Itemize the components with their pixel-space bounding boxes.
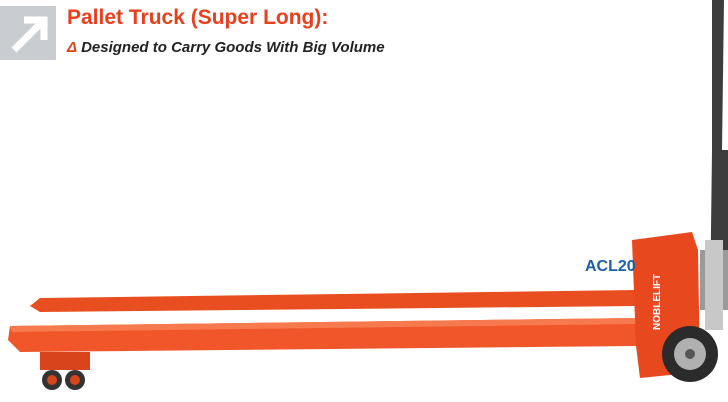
roller-frame bbox=[40, 352, 90, 370]
roller-hub bbox=[47, 375, 57, 385]
subtitle-marker: Δ bbox=[67, 39, 77, 56]
subtitle-text: Designed to Carry Goods With Big Volume bbox=[81, 39, 385, 56]
steer-wheel-axle bbox=[685, 349, 695, 359]
fork-back bbox=[30, 290, 640, 312]
roller-hub bbox=[70, 375, 80, 385]
title: Pallet Truck (Super Long): bbox=[67, 6, 328, 30]
page: NOBLELIFT Pallet Truck (Super Long): ΔDe… bbox=[0, 0, 728, 402]
illustration: NOBLELIFT bbox=[0, 0, 728, 402]
brand-logo: NOBLELIFT bbox=[652, 274, 663, 330]
cylinder bbox=[705, 240, 723, 330]
model-label: ACL20 bbox=[585, 258, 636, 276]
